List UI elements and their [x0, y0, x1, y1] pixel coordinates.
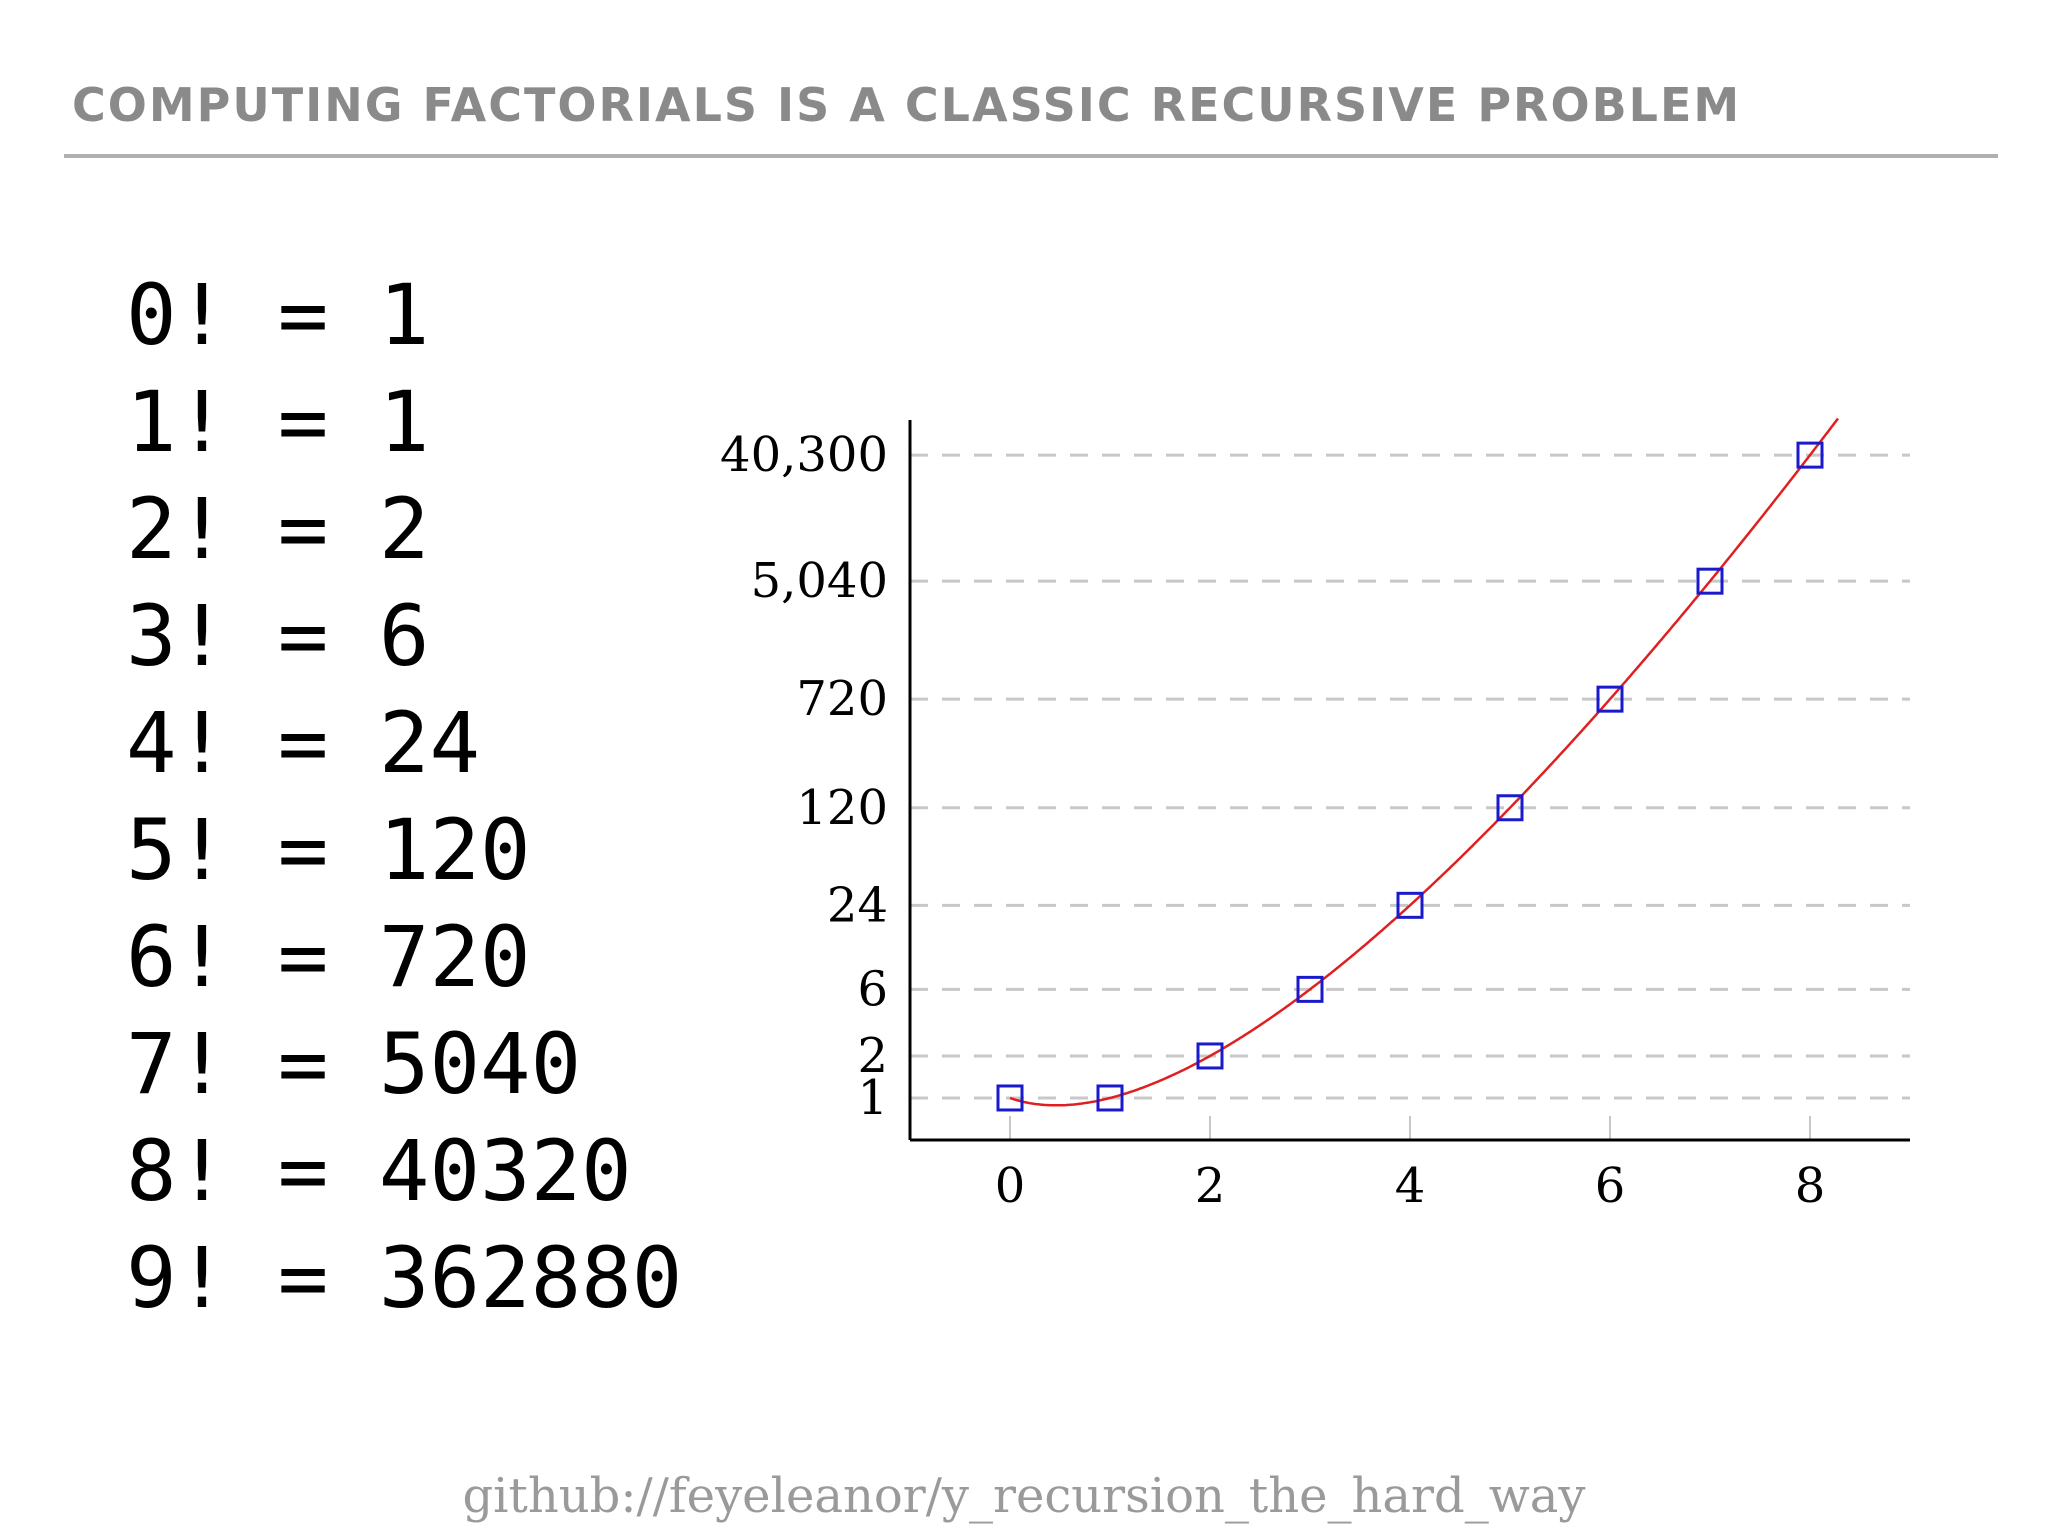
y-tick-label: 720: [796, 671, 888, 727]
factorial-row: 5! = 120: [126, 797, 682, 904]
factorial-value: 2: [378, 480, 430, 578]
data-point-marker: [1796, 441, 1824, 469]
curve-layer: [1009, 417, 1839, 1107]
data-point-marker: [996, 1084, 1024, 1112]
factorial-value: 40320: [378, 1122, 632, 1220]
y-tick-label: 5,040: [751, 553, 888, 609]
factorial-value: 5040: [378, 1015, 582, 1113]
data-point-marker: [1696, 567, 1724, 595]
y-tick-label: 24: [827, 877, 888, 933]
title-divider: [64, 154, 1998, 158]
data-point-marker: [1296, 975, 1324, 1003]
factorial-row: 3! = 6: [126, 583, 682, 690]
factorial-n: 8: [126, 1122, 177, 1220]
axes: [908, 420, 1910, 1142]
factorial-n: 6: [126, 908, 177, 1006]
factorial-operator: ! =: [176, 1122, 379, 1220]
factorial-row: 4! = 24: [126, 690, 682, 797]
factorial-n: 7: [126, 1015, 177, 1113]
factorial-value: 1: [378, 373, 430, 471]
factorial-n: 9: [126, 1229, 177, 1327]
factorial-value: 6: [378, 587, 430, 685]
marker-layer: [996, 441, 1824, 1112]
factorial-value: 362880: [378, 1229, 683, 1327]
factorial-value: 24: [378, 694, 481, 792]
y-tick-label: 120: [796, 780, 888, 836]
factorial-row: 2! = 2: [126, 476, 682, 583]
factorial-row: 7! = 5040: [126, 1011, 682, 1118]
data-point-marker: [1596, 685, 1624, 713]
footer-link[interactable]: github://feyeleanor/y_recursion_the_hard…: [462, 1468, 1586, 1524]
factorial-operator: ! =: [176, 1015, 379, 1113]
factorial-curve: [1009, 417, 1839, 1107]
factorial-n: 4: [126, 694, 177, 792]
factorial-n: 0: [126, 266, 177, 364]
factorial-operator: ! =: [176, 694, 379, 792]
x-tick-label: 8: [1795, 1158, 1826, 1214]
factorial-operator: ! =: [176, 480, 379, 578]
factorial-n: 2: [126, 480, 177, 578]
grid-lines: [910, 453, 1910, 1140]
data-point-marker: [1196, 1042, 1224, 1070]
x-tick-label: 0: [995, 1158, 1026, 1214]
factorial-n: 3: [126, 587, 177, 685]
factorial-row: 8! = 40320: [126, 1118, 682, 1225]
data-point-marker: [1096, 1084, 1124, 1112]
factorial-n: 1: [126, 373, 177, 471]
y-tick-label: 40,300: [720, 427, 888, 483]
factorial-list: 0! = 1 1! = 1 2! = 2 3! = 6 4! = 24 5! = 120 6…: [126, 262, 682, 1332]
factorial-row: 6! = 720: [126, 904, 682, 1011]
factorial-value: 120: [378, 801, 531, 899]
x-tick-label: 2: [1195, 1158, 1226, 1214]
factorial-value: 720: [378, 908, 531, 1006]
factorial-chart: 1 2 6 24 120 720 5,040 40,300 0 2 4 6 8: [700, 410, 1940, 1240]
y-tick-label: 1: [857, 1070, 888, 1126]
factorial-row: 9! = 362880: [126, 1225, 682, 1332]
x-tick-label: 6: [1595, 1158, 1626, 1214]
factorial-operator: ! =: [176, 801, 379, 899]
factorial-n: 5: [126, 801, 177, 899]
factorial-operator: ! =: [176, 1229, 379, 1327]
y-tick-label: 6: [857, 961, 888, 1017]
factorial-operator: ! =: [176, 373, 379, 471]
factorial-operator: ! =: [176, 266, 379, 364]
data-point-marker: [1396, 891, 1424, 919]
factorial-row: 0! = 1: [126, 262, 682, 369]
slide-title: COMPUTING FACTORIALS IS A CLASSIC RECURS…: [72, 78, 1742, 132]
y-tick-label: 2: [857, 1028, 888, 1084]
factorial-value: 1: [378, 266, 430, 364]
data-point-marker: [1496, 794, 1524, 822]
factorial-row: 1! = 1: [126, 369, 682, 476]
x-tick-label: 4: [1395, 1158, 1426, 1214]
factorial-operator: ! =: [176, 587, 379, 685]
factorial-operator: ! =: [176, 908, 379, 1006]
